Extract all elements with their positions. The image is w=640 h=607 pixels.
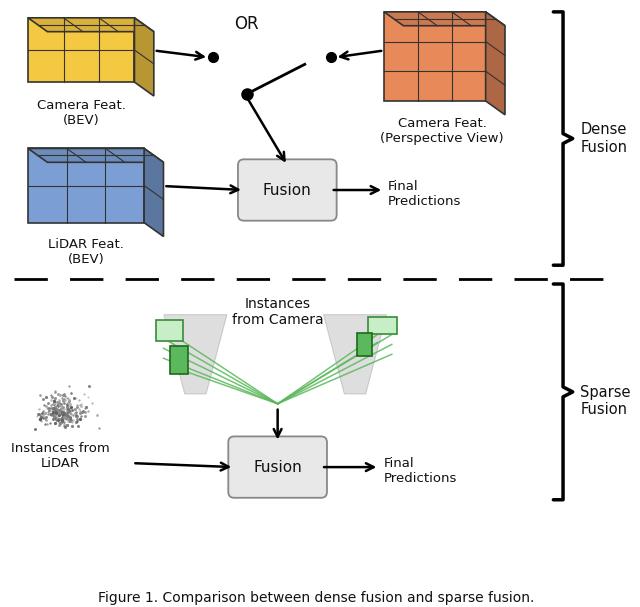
Text: Final
Predictions: Final Predictions xyxy=(384,457,458,485)
Polygon shape xyxy=(156,320,183,341)
Polygon shape xyxy=(367,317,397,334)
Polygon shape xyxy=(28,149,144,223)
Text: Dense
Fusion: Dense Fusion xyxy=(580,123,627,155)
Polygon shape xyxy=(384,12,505,25)
Polygon shape xyxy=(486,12,505,115)
Polygon shape xyxy=(134,18,154,96)
Polygon shape xyxy=(144,149,163,237)
Text: Instances from
LiDAR: Instances from LiDAR xyxy=(11,443,109,470)
Polygon shape xyxy=(28,18,134,82)
Text: Fusion: Fusion xyxy=(263,183,312,197)
Text: LiDAR Feat.
(BEV): LiDAR Feat. (BEV) xyxy=(48,239,124,266)
Text: Figure 1. Comparison between dense fusion and sparse fusion.: Figure 1. Comparison between dense fusio… xyxy=(98,591,534,605)
Text: Camera Feat.
(BEV): Camera Feat. (BEV) xyxy=(37,99,125,127)
Polygon shape xyxy=(324,314,387,394)
Polygon shape xyxy=(164,314,227,394)
Text: Fusion: Fusion xyxy=(253,459,302,475)
Polygon shape xyxy=(384,12,486,101)
Polygon shape xyxy=(28,149,163,162)
Text: Instances
from Camera: Instances from Camera xyxy=(232,297,323,327)
Text: Sparse
Fusion: Sparse Fusion xyxy=(580,385,631,417)
Text: Final
Predictions: Final Predictions xyxy=(388,180,461,208)
Polygon shape xyxy=(28,18,154,32)
Text: OR: OR xyxy=(234,15,259,33)
Text: Camera Feat.
(Perspective View): Camera Feat. (Perspective View) xyxy=(380,117,504,145)
Polygon shape xyxy=(170,347,188,374)
FancyBboxPatch shape xyxy=(228,436,327,498)
FancyBboxPatch shape xyxy=(238,159,337,221)
Polygon shape xyxy=(358,333,372,356)
